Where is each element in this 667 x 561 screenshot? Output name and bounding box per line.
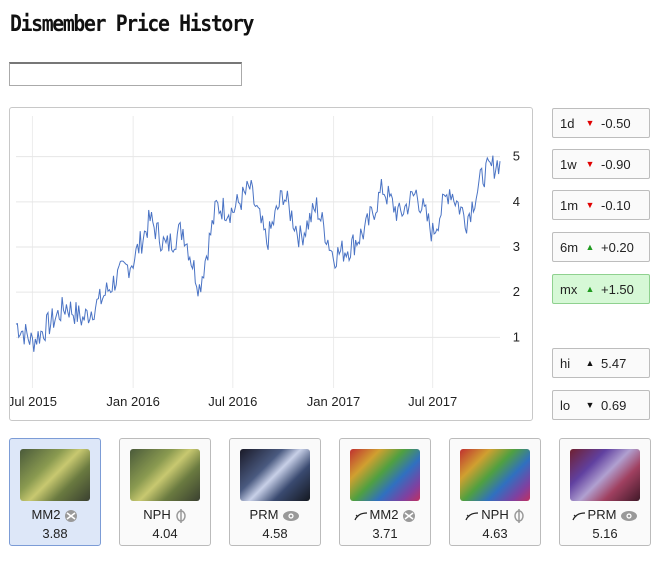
card-art-thumbnail-foil bbox=[570, 449, 640, 501]
stat-value: +1.50 bbox=[601, 281, 634, 297]
stat-mx-button[interactable]: mx ▲ +1.50 bbox=[552, 274, 650, 304]
foil-icon bbox=[571, 511, 585, 520]
y-tick-label: 3 bbox=[513, 239, 520, 254]
card-art-thumbnail bbox=[240, 449, 310, 501]
stat-value: +0.20 bbox=[601, 239, 634, 255]
printing-card-prm-foil[interactable]: PRM 5.16 bbox=[559, 438, 651, 546]
down-arrow-icon: ▼ bbox=[585, 400, 595, 410]
printing-price: 5.16 bbox=[592, 526, 618, 541]
stat-label: 6m bbox=[560, 239, 579, 255]
eye-set-icon bbox=[621, 510, 638, 521]
card-art-thumbnail-foil bbox=[350, 449, 420, 501]
card-art-thumbnail-foil bbox=[460, 449, 530, 501]
y-tick-label: 4 bbox=[513, 194, 520, 209]
phyrexian-set-icon bbox=[175, 508, 186, 523]
stat-6m-button[interactable]: 6m ▲ +0.20 bbox=[552, 232, 650, 262]
y-tick-label: 5 bbox=[513, 149, 520, 164]
phyrexian-set-icon bbox=[513, 508, 524, 523]
set-code: PRM bbox=[249, 507, 279, 522]
stat-label: 1m bbox=[560, 197, 579, 213]
stat-lo: lo ▼ 0.69 bbox=[552, 390, 650, 420]
card-art-thumbnail bbox=[130, 449, 200, 501]
stat-label: mx bbox=[560, 281, 578, 297]
set-code: PRM bbox=[587, 507, 617, 522]
set-code: NPH bbox=[143, 507, 171, 522]
stat-1d-button[interactable]: 1d ▼ -0.50 bbox=[552, 108, 650, 138]
stat-1m-button[interactable]: 1m ▼ -0.10 bbox=[552, 190, 650, 220]
x-tick-label: Jul 2017 bbox=[408, 394, 457, 409]
down-arrow-icon: ▼ bbox=[585, 159, 595, 169]
stat-value: -0.10 bbox=[601, 197, 631, 213]
card-art-thumbnail bbox=[20, 449, 90, 501]
down-arrow-icon: ▼ bbox=[585, 118, 595, 128]
x-tick-label: Jan 2016 bbox=[106, 394, 160, 409]
page-title: Dismember Price History bbox=[10, 12, 254, 37]
set-code: NPH bbox=[481, 507, 509, 522]
stat-1w-button[interactable]: 1w ▼ -0.90 bbox=[552, 149, 650, 179]
stat-value: 5.47 bbox=[601, 355, 627, 371]
stat-label: hi bbox=[560, 355, 571, 371]
stat-hi: hi ▲ 5.47 bbox=[552, 348, 650, 378]
printing-card-nph-foil[interactable]: NPH 4.63 bbox=[449, 438, 541, 546]
stat-label: lo bbox=[560, 397, 571, 413]
up-arrow-icon: ▲ bbox=[585, 358, 595, 368]
mm2-set-icon bbox=[403, 509, 416, 522]
price-series-line bbox=[15, 155, 501, 352]
x-tick-label: Jul 2015 bbox=[10, 394, 57, 409]
search-input[interactable] bbox=[9, 62, 242, 86]
stat-label: 1d bbox=[560, 115, 575, 131]
printing-card-mm2-foil[interactable]: MM2 3.71 bbox=[339, 438, 431, 546]
printing-price: 4.63 bbox=[482, 526, 508, 541]
set-code: MM2 bbox=[31, 507, 61, 522]
printing-card-mm2[interactable]: MM2 3.88 bbox=[9, 438, 101, 546]
printing-card-nph[interactable]: NPH 4.04 bbox=[119, 438, 211, 546]
x-tick-label: Jul 2016 bbox=[208, 394, 257, 409]
y-tick-label: 2 bbox=[513, 284, 520, 299]
set-code: MM2 bbox=[369, 507, 399, 522]
y-tick-label: 1 bbox=[513, 329, 520, 344]
stat-label: 1w bbox=[560, 156, 577, 172]
down-arrow-icon: ▼ bbox=[585, 200, 595, 210]
foil-icon bbox=[353, 511, 367, 520]
price-chart: Jul 2015 Jan 2016 Jul 2016 Jan 2017 Jul 2017… bbox=[9, 107, 533, 421]
stat-value: -0.90 bbox=[601, 156, 631, 172]
eye-set-icon bbox=[283, 510, 300, 521]
printing-price: 3.88 bbox=[42, 526, 68, 541]
printing-price: 3.71 bbox=[372, 526, 398, 541]
printing-card-prm[interactable]: PRM 4.58 bbox=[229, 438, 321, 546]
stat-value: 0.69 bbox=[601, 397, 627, 413]
stat-value: -0.50 bbox=[601, 115, 631, 131]
up-arrow-icon: ▲ bbox=[585, 284, 595, 294]
printing-price: 4.58 bbox=[262, 526, 288, 541]
price-chart-svg: Jul 2015 Jan 2016 Jul 2016 Jan 2017 Jul 2017… bbox=[10, 116, 520, 409]
x-tick-label: Jan 2017 bbox=[307, 394, 361, 409]
printing-price: 4.04 bbox=[152, 526, 178, 541]
mm2-set-icon bbox=[65, 509, 78, 522]
foil-icon bbox=[465, 511, 479, 520]
up-arrow-icon: ▲ bbox=[585, 242, 595, 252]
